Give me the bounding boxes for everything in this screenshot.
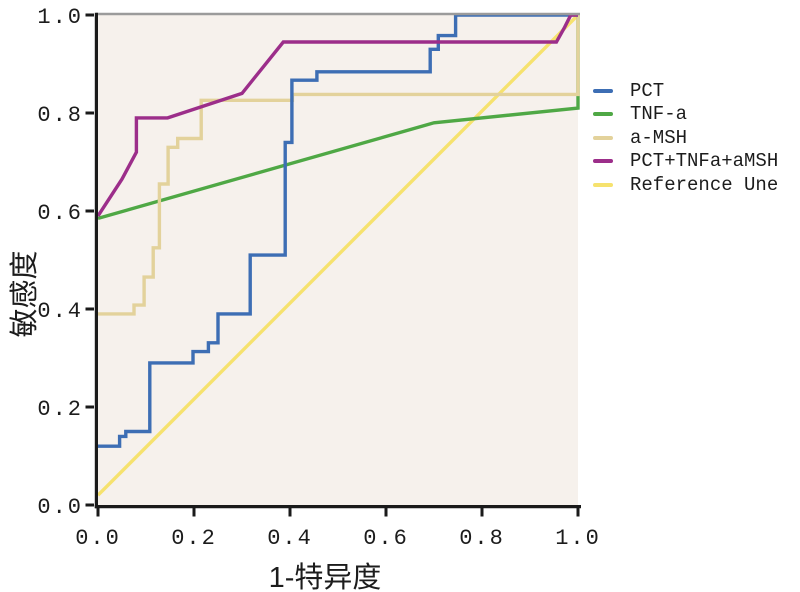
legend-item: a-MSH — [593, 126, 778, 150]
legend-label: Reference Une — [630, 173, 779, 196]
y-tick-label: 0.6 — [37, 201, 83, 226]
legend-item: TNF-a — [593, 103, 778, 127]
series-line-pct — [98, 13, 578, 448]
x-tick-label: 0.6 — [363, 526, 409, 551]
series-line-pct-tnfa-amsh — [96, 13, 578, 217]
legend-swatch — [593, 159, 613, 164]
y-tick-label: 0.0 — [37, 495, 83, 520]
legend-label: TNF-a — [630, 103, 688, 126]
x-tick-label: 0.2 — [171, 526, 217, 551]
x-axis-label: 1-特异度 — [268, 562, 382, 592]
y-tick-label: 1.0 — [37, 5, 83, 30]
legend-item: PCT+TNFa+aMSH — [593, 150, 778, 174]
legend-label: PCT+TNFa+aMSH — [630, 150, 779, 173]
y-tick-label: 0.2 — [37, 397, 83, 422]
y-tick-label: 0.4 — [37, 299, 83, 324]
x-tick-label: 0.0 — [75, 526, 121, 551]
x-tick-label: 1.0 — [555, 526, 601, 551]
y-tick-label: 0.8 — [37, 103, 83, 128]
legend-swatch — [593, 182, 613, 187]
legend-item: Reference Une — [593, 173, 778, 197]
legend-label: a-MSH — [630, 126, 688, 149]
x-tick-label: 0.4 — [267, 526, 313, 551]
legend-swatch — [593, 135, 613, 140]
legend-swatch — [593, 112, 613, 117]
y-axis-label: 敏感度 — [9, 250, 41, 338]
x-tick-label: 0.8 — [459, 526, 505, 551]
legend-swatch — [593, 88, 613, 93]
legend-label: PCT — [630, 79, 665, 102]
legend: PCT TNF-a a-MSH PCT+TNFa+aMSH Reference Une — [593, 79, 778, 197]
legend-item: PCT — [593, 79, 778, 103]
